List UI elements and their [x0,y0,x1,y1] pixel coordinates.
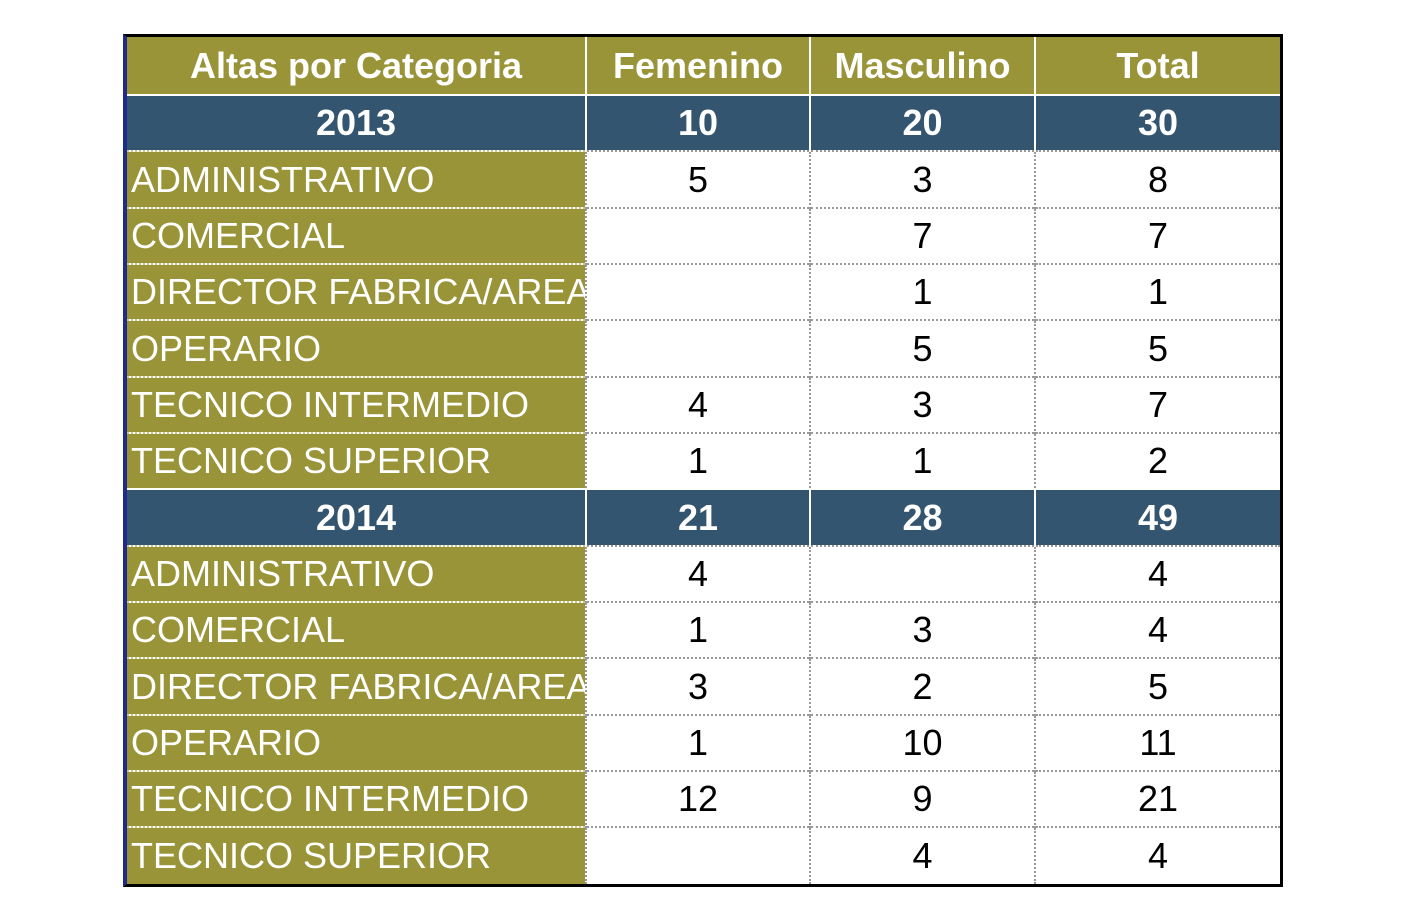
cell-femenino [585,206,810,265]
cell-total: 2 [1034,432,1280,490]
table-row: COMERCIAL 1 3 4 [127,601,1280,659]
table-row: DIRECTOR FABRICA/AREA 3 2 5 [127,657,1280,715]
cell-femenino: 1 [585,432,810,490]
cell-masculino: 1 [809,263,1035,321]
cell-femenino: 5 [585,150,810,208]
category-label: TECNICO SUPERIOR [127,826,586,884]
year-femenino-total: 10 [586,93,811,152]
category-label: COMERCIAL [127,206,586,265]
table-row: ADMINISTRATIVO 4 4 [127,544,1280,603]
year-masculino-total: 28 [810,488,1036,546]
cell-femenino: 12 [585,770,810,828]
year-total-total: 49 [1035,488,1280,546]
table-row: TECNICO INTERMEDIO 4 3 7 [127,375,1280,434]
altas-table: Altas por Categoria Femenino Masculino T… [127,37,1280,884]
table-row: TECNICO INTERMEDIO 12 9 21 [127,770,1280,828]
cell-femenino: 1 [585,601,810,659]
cell-total: 5 [1034,657,1280,715]
cell-femenino: 4 [585,375,810,434]
category-label: OPERARIO [127,319,586,377]
category-label: TECNICO SUPERIOR [127,432,586,490]
category-label: OPERARIO [127,713,586,772]
cell-total: 4 [1034,544,1280,603]
table-row: OPERARIO 1 10 11 [127,713,1280,772]
cell-femenino: 1 [585,713,810,772]
cell-total: 8 [1034,150,1280,208]
year-label: 2014 [127,488,587,546]
cell-masculino: 3 [809,375,1035,434]
header-row: Altas por Categoria Femenino Masculino T… [127,37,1280,95]
cell-femenino [585,319,810,377]
year-masculino-total: 20 [810,93,1036,152]
category-label: COMERCIAL [127,601,586,659]
cell-total: 7 [1034,375,1280,434]
table-body: 2013 10 20 30 ADMINISTRATIVO 5 3 8 COMERCIAL 7 7 DI… [127,93,1280,884]
category-label: TECNICO INTERMEDIO [127,375,586,434]
cell-total: 5 [1034,319,1280,377]
cell-masculino: 10 [809,713,1035,772]
header-total: Total [1035,37,1280,95]
cell-masculino: 2 [809,657,1035,715]
category-label: TECNICO INTERMEDIO [127,770,586,828]
cell-masculino: 3 [809,601,1035,659]
year-row: 2014 21 28 49 [127,488,1280,546]
header-femenino: Femenino [586,37,811,95]
cell-total: 7 [1034,206,1280,265]
category-label: DIRECTOR FABRICA/AREA [127,657,586,715]
category-label: ADMINISTRATIVO [127,150,586,208]
cell-total: 4 [1034,601,1280,659]
cell-femenino: 4 [585,544,810,603]
cell-masculino [809,544,1035,603]
year-total-total: 30 [1035,93,1280,152]
table-row: COMERCIAL 7 7 [127,206,1280,265]
cell-masculino: 5 [809,319,1035,377]
cell-masculino: 3 [809,150,1035,208]
cell-masculino: 4 [809,826,1035,884]
cell-femenino [585,263,810,321]
year-femenino-total: 21 [586,488,811,546]
header-masculino: Masculino [810,37,1036,95]
cell-masculino: 1 [809,432,1035,490]
table-row: TECNICO SUPERIOR 4 4 [127,826,1280,884]
table-row: OPERARIO 5 5 [127,319,1280,377]
cell-masculino: 9 [809,770,1035,828]
altas-table-container: Altas por Categoria Femenino Masculino T… [123,34,1283,887]
cell-total: 21 [1034,770,1280,828]
cell-masculino: 7 [809,206,1035,265]
year-label: 2013 [127,93,587,152]
cell-femenino: 3 [585,657,810,715]
cell-femenino [585,826,810,884]
table-row: ADMINISTRATIVO 5 3 8 [127,150,1280,208]
header-categoria: Altas por Categoria [127,37,587,95]
table-row: DIRECTOR FABRICA/AREA 1 1 [127,263,1280,321]
table-row: TECNICO SUPERIOR 1 1 2 [127,432,1280,490]
category-label: ADMINISTRATIVO [127,544,586,603]
cell-total: 4 [1034,826,1280,884]
cell-total: 11 [1034,713,1280,772]
category-label: DIRECTOR FABRICA/AREA [127,263,586,321]
year-row: 2013 10 20 30 [127,93,1280,152]
cell-total: 1 [1034,263,1280,321]
